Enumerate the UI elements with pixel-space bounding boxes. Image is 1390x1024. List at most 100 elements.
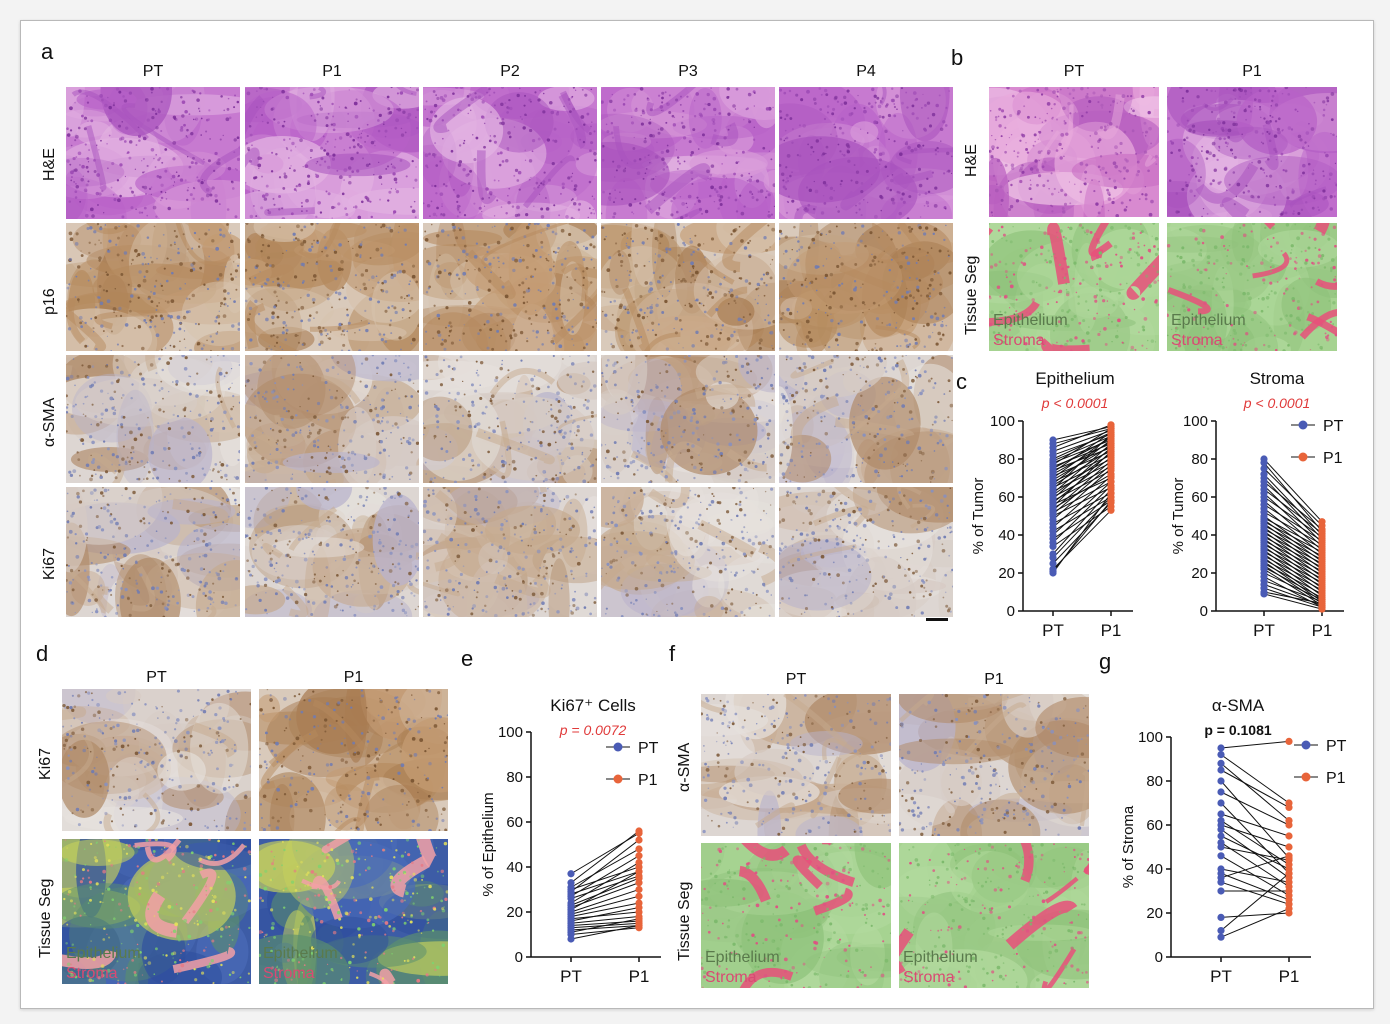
panel-b-seg-image: Epithelium Stroma xyxy=(989,223,1159,351)
point-P1 xyxy=(1107,506,1115,514)
pair-line xyxy=(1220,881,1290,905)
pair-line xyxy=(570,855,640,897)
panel-a-image xyxy=(601,487,775,617)
point-PT xyxy=(1217,751,1225,759)
y-tick-label: 80 xyxy=(1191,451,1208,468)
seg-label-epithelium: Epithelium xyxy=(1171,312,1246,329)
pair-line xyxy=(1052,500,1112,572)
seg-label-epithelium: Epithelium xyxy=(66,945,141,962)
panel-f-row-label: α-SMA xyxy=(676,742,693,792)
pair-line xyxy=(1263,458,1323,523)
seg-label-stroma: Stroma xyxy=(263,965,315,982)
pair-line xyxy=(1220,820,1290,866)
pair-line xyxy=(1263,540,1323,572)
pair-line xyxy=(1220,908,1290,938)
point-PT xyxy=(1217,887,1225,895)
panel-d-seg-image: Epithelium Stroma xyxy=(259,839,448,984)
pair-line xyxy=(1052,433,1112,456)
panel-a-col-PT: PT xyxy=(142,63,164,80)
chart-ki67: Ki67⁺ Cells p = 0.0072 0 20 40 60 80 100 PT P1 % o… xyxy=(480,696,661,986)
seg-label-stroma: Stroma xyxy=(993,332,1045,349)
y-axis-label: % of Tumor xyxy=(1170,478,1187,555)
y-tick-label: 20 xyxy=(1191,565,1208,582)
y-tick-label: 20 xyxy=(506,904,523,921)
pair-line xyxy=(570,875,640,899)
pair-line xyxy=(1220,813,1290,837)
x-tick-label: PT xyxy=(1210,967,1232,986)
point-P1 xyxy=(1107,489,1115,497)
panel-a-col-P2: P2 xyxy=(500,63,520,80)
x-tick-label: P1 xyxy=(629,967,650,986)
panel-a-image xyxy=(245,223,419,351)
pair-line xyxy=(1052,475,1112,528)
panel-a-letter: a xyxy=(41,39,54,64)
point-P1 xyxy=(635,867,643,876)
y-axis-label: % of Epithelium xyxy=(480,792,497,896)
point-PT xyxy=(1217,810,1225,818)
pair-line xyxy=(570,911,640,920)
legend-label: P1 xyxy=(1323,450,1343,467)
point-PT xyxy=(1049,542,1057,550)
panel-a-col-P1: P1 xyxy=(322,63,342,80)
pair-line xyxy=(570,877,640,906)
pair-line xyxy=(1263,521,1323,553)
y-tick-label: 40 xyxy=(506,859,523,876)
point-P1 xyxy=(1107,447,1115,455)
y-tick-label: 80 xyxy=(1146,773,1163,790)
point-PT xyxy=(567,870,575,878)
legend-label: P1 xyxy=(1326,770,1346,787)
pair-line xyxy=(1052,430,1112,452)
panel-a-image xyxy=(245,355,419,483)
pair-line xyxy=(1220,868,1290,883)
chart-stroma: Stroma p < 0.0001 0 20 40 60 80 100 PT P1 % of Tum… xyxy=(1170,369,1344,640)
chart-pvalue: p = 0.1081 xyxy=(1204,722,1272,738)
y-tick-label: 20 xyxy=(998,565,1015,582)
point-P1 xyxy=(635,921,643,930)
x-tick-label: P1 xyxy=(1101,621,1122,640)
y-tick-label: 0 xyxy=(1007,603,1015,620)
panel-f-image xyxy=(899,694,1089,836)
point-P1 xyxy=(1285,905,1293,913)
pair-line xyxy=(1052,456,1112,504)
point-P1 xyxy=(635,858,643,867)
chart-pvalue: p = 0.0072 xyxy=(559,722,627,738)
pair-line xyxy=(1052,466,1112,498)
pair-line xyxy=(570,918,640,933)
pair-line xyxy=(570,925,640,931)
pair-line xyxy=(1263,544,1323,576)
panel-d-col-P1: P1 xyxy=(343,669,364,686)
point-PT xyxy=(1217,843,1225,851)
x-tick-label: PT xyxy=(1253,621,1275,640)
figure: a b c Epithelium p < 0.0001 0 20 40 60 80 100 PT… xyxy=(20,20,1374,1009)
y-tick-label: 100 xyxy=(498,724,523,741)
point-PT xyxy=(1217,759,1225,767)
x-tick-label: P1 xyxy=(1312,621,1333,640)
pair-line xyxy=(1263,547,1323,580)
legend-marker xyxy=(613,774,623,784)
point-PT xyxy=(1217,878,1225,886)
point-P1 xyxy=(635,879,643,887)
pair-line xyxy=(1220,842,1290,888)
pair-line xyxy=(1052,433,1112,490)
pair-line xyxy=(1263,508,1323,555)
chart-epithelium: Epithelium p < 0.0001 0 20 40 60 80 100 PT P1 % of… xyxy=(970,369,1133,640)
pair-line xyxy=(1052,460,1112,511)
panel-a-row-label: p16 xyxy=(41,288,58,315)
pair-line xyxy=(1052,424,1112,449)
pair-line xyxy=(1052,443,1112,494)
y-tick-label: 100 xyxy=(1138,729,1163,746)
pair-line xyxy=(570,889,640,913)
point-PT xyxy=(1217,777,1225,785)
panel-d-image xyxy=(62,689,251,831)
point-P1 xyxy=(635,852,643,860)
panel-d-image xyxy=(259,689,448,831)
pair-line xyxy=(1263,591,1323,604)
pair-line xyxy=(1220,754,1290,804)
pair-line xyxy=(1220,873,1290,931)
panel-b-letter: b xyxy=(951,45,964,70)
panel-b-seg-image: Epithelium Stroma xyxy=(1167,223,1337,351)
point-P1 xyxy=(1318,599,1326,607)
pair-line xyxy=(1263,532,1323,564)
seg-label-epithelium: Epithelium xyxy=(903,949,978,966)
pair-line xyxy=(1263,551,1323,583)
